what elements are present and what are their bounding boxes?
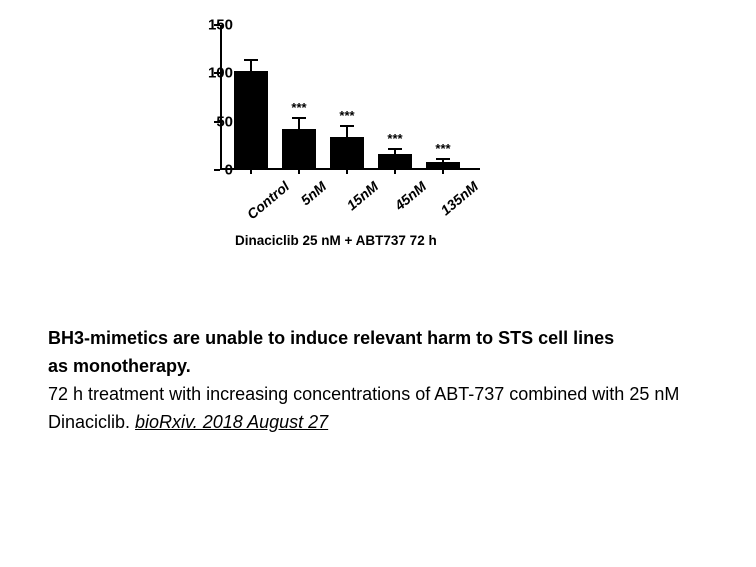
caption-bold-line1: BH3-mimetics are unable to induce releva… [48, 328, 614, 348]
x-tick-label: 5nM [298, 178, 330, 208]
bar [282, 129, 316, 168]
y-tick-label: 150 [193, 18, 233, 33]
x-tick-label: 45nM [391, 178, 429, 213]
x-tick [394, 168, 396, 174]
bar [378, 154, 412, 168]
error-cap [388, 148, 402, 150]
x-tick-label: Control [244, 178, 292, 222]
error-bar [346, 126, 348, 137]
error-bar [298, 118, 300, 130]
y-tick-label: 50 [193, 114, 233, 129]
error-cap [340, 125, 354, 127]
error-cap [436, 158, 450, 160]
caption-bold-line2: as monotherapy. [48, 356, 191, 376]
error-cap [292, 117, 306, 119]
x-tick [346, 168, 348, 174]
y-tick-label: 0 [193, 163, 233, 178]
figure-caption: BH3-mimetics are unable to induce releva… [48, 325, 708, 437]
error-cap [244, 59, 258, 61]
significance-marker: *** [291, 100, 306, 115]
significance-marker: *** [387, 131, 402, 146]
x-tick-label: 15nM [343, 178, 381, 213]
chart-plot-area: Control***5nM***15nM***45nM***135nM [220, 25, 480, 170]
significance-marker: *** [339, 108, 354, 123]
x-tick-label: 135nM [437, 178, 481, 218]
y-tick-label: 100 [193, 66, 233, 81]
x-tick [298, 168, 300, 174]
bar [330, 137, 364, 168]
x-tick [442, 168, 444, 174]
error-bar [250, 60, 252, 72]
bar-chart: Control***5nM***15nM***45nM***135nM Dina… [165, 15, 505, 275]
chart-caption: Dinaciclib 25 nM + ABT737 72 h [235, 233, 437, 248]
x-tick [250, 168, 252, 174]
bar [234, 71, 268, 168]
caption-citation: bioRxiv. 2018 August 27 [135, 412, 328, 432]
significance-marker: *** [435, 141, 450, 156]
